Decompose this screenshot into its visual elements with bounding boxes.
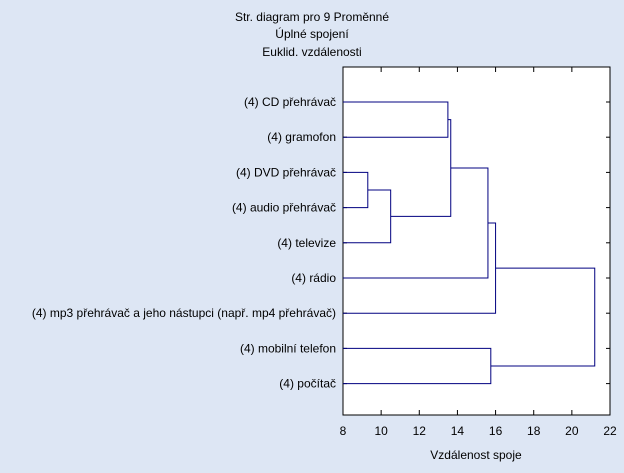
leaf-labels: (4) CD přehrávač (4) gramofon (4) DVD přeh… xyxy=(32,95,336,391)
leaf-label: (4) mp3 přehrávač a jeho nástupci (např.… xyxy=(32,306,336,320)
dendrogram-links xyxy=(343,101,596,385)
x-axis-label: Vzdálenost spoje xyxy=(430,448,522,462)
dendrogram-link-m6 xyxy=(343,222,497,314)
leaf-label: (4) audio přehrávač xyxy=(232,201,336,215)
x-tick-label: 12 xyxy=(413,424,427,438)
dendrogram-link-m8 xyxy=(490,267,596,367)
x-tick-label: 8 xyxy=(340,424,347,438)
plot-area xyxy=(342,66,611,416)
chart-title-line-1: Str. diagram pro 9 Proměnné xyxy=(235,10,389,24)
x-tick-label: 22 xyxy=(603,424,617,438)
leaf-label: (4) gramofon xyxy=(267,130,336,144)
x-tick-label: 16 xyxy=(489,424,503,438)
x-tick-label: 18 xyxy=(527,424,541,438)
chart-title-line-3: Euklid. vzdálenosti xyxy=(262,45,361,59)
x-tick-label: 14 xyxy=(451,424,465,438)
leaf-label: (4) CD přehrávač xyxy=(244,95,336,109)
chart-title-line-2: Úplné spojení xyxy=(275,26,349,41)
x-tick-label: 20 xyxy=(565,424,579,438)
leaf-label: (4) mobilní telefon xyxy=(240,341,336,355)
leaf-label: (4) DVD přehrávač xyxy=(236,165,336,179)
leaf-label: (4) počítač xyxy=(279,377,336,391)
chart-title: Str. diagram pro 9 Proměnné Úplné spojen… xyxy=(235,10,389,59)
x-tick-label: 10 xyxy=(374,424,388,438)
x-axis: 8 10 12 14 16 18 20 22 xyxy=(340,67,617,438)
leaf-label: (4) rádio xyxy=(291,271,336,285)
leaf-label: (4) televize xyxy=(277,236,336,250)
